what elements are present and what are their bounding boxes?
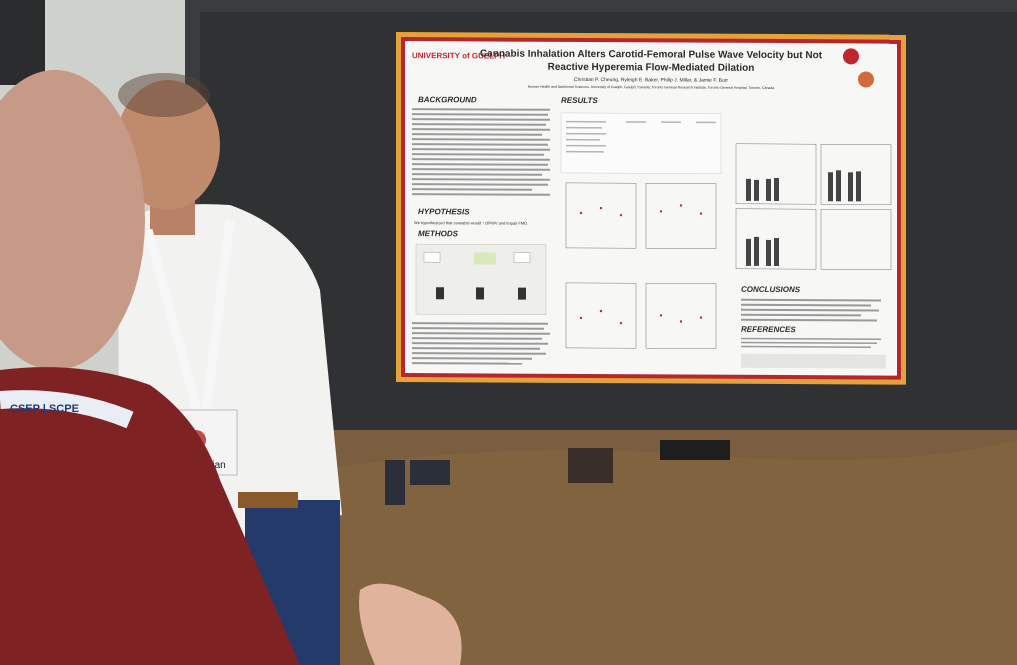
bald-head	[0, 70, 145, 370]
poster: UNIVERSITY of GUELPH Cannabis Inhalation…	[396, 32, 906, 385]
hand	[359, 583, 462, 665]
shoe	[410, 460, 450, 485]
lanyard-strap	[0, 390, 134, 429]
poster-authors: Christian P. Cheung, Ryleigh E. Baker, P…	[574, 77, 728, 84]
left-board	[0, 0, 45, 85]
belt	[238, 492, 298, 508]
methods-diagram	[415, 243, 547, 316]
section-heading: REFERENCES	[741, 325, 796, 334]
hypothesis-text: We hypothesized that cannabis would ↑ cf…	[414, 220, 528, 226]
figure-points	[579, 204, 703, 325]
section-heading: HYPOTHESIS	[418, 207, 470, 216]
section-heading: RESULTS	[561, 96, 598, 105]
shoe	[385, 460, 405, 505]
text-block	[412, 322, 550, 365]
section-heading: METHODS	[418, 229, 459, 238]
results-figures	[565, 143, 892, 349]
text-block	[741, 298, 881, 322]
poster-affiliation: Human Health and Nutritional Sciences, U…	[528, 85, 775, 90]
logo	[843, 48, 859, 65]
text-block	[741, 337, 881, 348]
sponsor-logos	[741, 353, 886, 369]
shoe	[568, 448, 613, 483]
shoe	[660, 440, 730, 460]
lanyard	[143, 219, 235, 422]
carpet-pattern	[320, 440, 1017, 665]
lanyard-text: CSEP | SCPE	[10, 403, 79, 415]
hair	[118, 73, 210, 117]
section-heading: CONCLUSIONS	[741, 285, 801, 294]
poster-title: Reactive Hyperemia Flow-Mediated Dilatio…	[548, 62, 755, 74]
figure-bars	[746, 170, 861, 267]
red-sweater	[0, 367, 300, 665]
text-block	[412, 108, 550, 196]
logo	[858, 71, 874, 88]
results-table	[560, 112, 722, 174]
section-heading: BACKGROUND	[418, 95, 477, 104]
foreground-person: CSEP | SCPE	[0, 70, 462, 665]
poster-title: Cannabis Inhalation Alters Carotid-Femor…	[480, 48, 823, 61]
university-logo: UNIVERSITY of GUELPH	[412, 51, 505, 60]
poster-body	[405, 41, 897, 376]
